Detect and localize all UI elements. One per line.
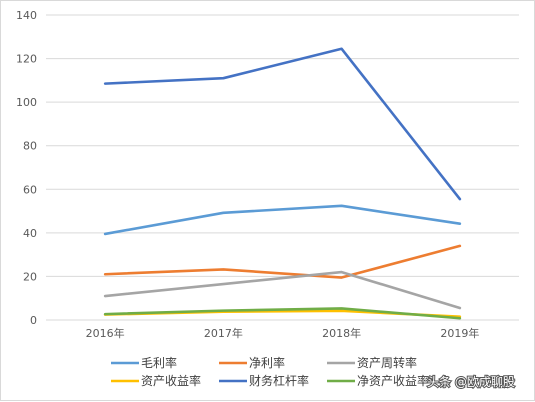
- y-tick-label: 0: [30, 314, 37, 327]
- gridlines: [46, 14, 519, 321]
- legend-label: 财务杠杆率: [249, 373, 309, 388]
- y-tick-label: 80: [23, 140, 37, 153]
- x-tick-label: 2019年: [440, 326, 479, 340]
- y-tick-label: 140: [16, 9, 37, 22]
- legend-label: 资产收益率: [141, 373, 201, 388]
- series-line-5: [103, 307, 462, 320]
- series-line-1: [103, 244, 462, 279]
- x-tick-label: 2016年: [86, 326, 125, 340]
- watermark-text: 头条 @欧成聊股: [427, 375, 515, 389]
- y-axis-ticks: 0 20 40 60 80 100 120 140: [16, 9, 37, 327]
- y-tick-label: 120: [16, 53, 37, 66]
- series-lines: [103, 47, 462, 320]
- y-tick-label: 60: [23, 183, 37, 196]
- series-line-2: [103, 270, 462, 310]
- series-line-4: [103, 47, 462, 201]
- legend-label: 净利率: [249, 355, 285, 370]
- x-tick-label: 2018年: [322, 326, 361, 340]
- legend-label: 毛利率: [141, 355, 177, 370]
- legend-label: 净资产收益率: [357, 373, 429, 388]
- series-line-0: [103, 204, 462, 236]
- watermark: 头条 @欧成聊股: [426, 374, 516, 390]
- x-axis-ticks: 2016年 2017年 2018年 2019年: [86, 326, 480, 340]
- legend-label: 资产周转率: [357, 355, 417, 370]
- y-tick-label: 100: [16, 96, 37, 109]
- y-tick-label: 20: [23, 270, 37, 283]
- y-tick-label: 40: [23, 227, 37, 240]
- x-tick-label: 2017年: [204, 326, 243, 340]
